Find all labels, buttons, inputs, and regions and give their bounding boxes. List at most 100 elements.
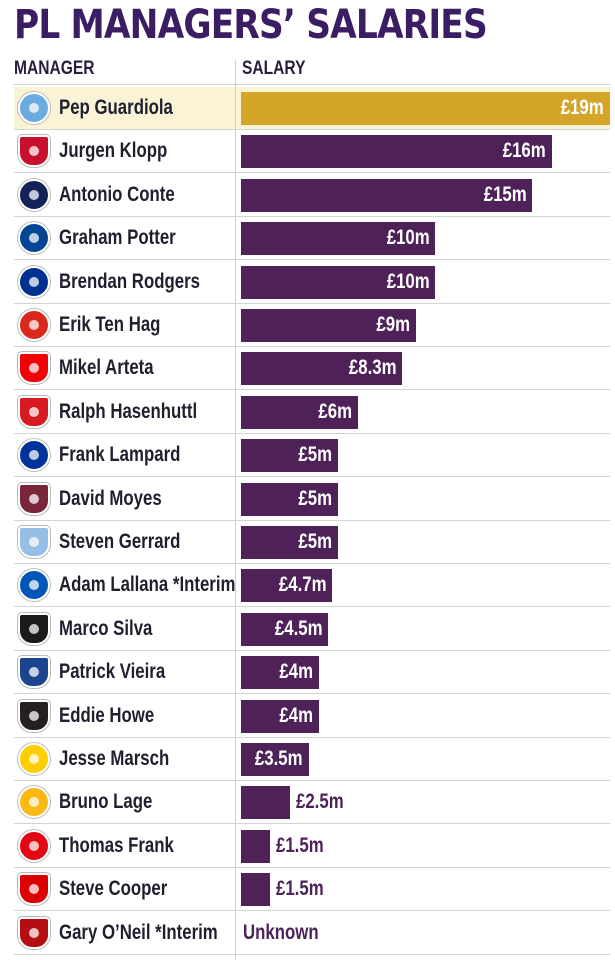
salary-column-header: SALARY [242,58,306,79]
column-divider [235,60,236,960]
table-row: Adam Lallana *Interim £4.7m [14,564,610,608]
manager-name: Brendan Rodgers [59,269,200,293]
salary-bar [241,526,339,559]
table-row: Jesse Marsch £3.5m [14,738,610,781]
everton-crest-icon [18,439,50,472]
arsenal-crest-icon [18,352,50,385]
chelsea-crest-icon [18,222,50,255]
table-row: Steven Gerrard £5m [14,521,610,564]
salary-label: £4m [279,660,313,684]
table-row: Frank Lampard £5m [14,434,610,478]
manager-name: Eddie Howe [59,703,155,727]
manager-name: Patrick Vieira [59,660,166,684]
salary-bar [241,656,319,690]
crystal-palace-crest-icon [18,656,50,689]
table-row: Brendan Rodgers £10m [14,261,610,304]
brentford-crest-icon [18,829,50,862]
table-row: Pep Guardiola £19m [14,87,610,130]
manager-column-header: MANAGER [14,58,95,79]
salary-label: £4.7m [278,573,327,597]
liverpool-crest-icon [18,135,50,168]
header-divider [14,84,610,85]
table-row: Gary O’Neil *Interim Unknown [14,912,610,955]
salary-label: £3.5m [255,747,303,770]
manager-name: Graham Potter [59,226,176,250]
table-row: David Moyes £5m [14,478,610,521]
wolves-crest-icon [18,786,50,819]
table-row: Steve Cooper £1.5m [14,868,610,912]
salary-bar [241,873,271,907]
salary-bar [241,265,436,299]
salary-label: £5m [298,530,333,553]
manager-name: Erik Ten Hag [59,313,161,336]
salary-label: £10m [386,226,430,250]
man-city-crest-icon [18,92,50,124]
manager-name: Antonio Conte [59,182,175,206]
manager-name: Pep Guardiola [59,96,173,119]
newcastle-crest-icon [18,699,50,732]
salary-bar [241,569,333,603]
salary-bar [241,92,610,125]
table-row: Graham Potter £10m [14,217,610,261]
manager-name: David Moyes [59,486,162,510]
manager-name: Ralph Hasenhuttl [59,399,198,423]
salary-bar [241,135,552,169]
manager-name: Adam Lallana *Interim [59,573,236,597]
manager-name: Marco Silva [59,616,153,640]
salary-bar [241,829,271,863]
salary-label: £4m [279,703,313,727]
salary-bar [241,439,339,473]
tottenham-crest-icon [18,178,50,211]
table-row: Eddie Howe £4m [14,695,610,738]
man-united-crest-icon [18,309,50,341]
table-row: Bruno Lage £2.5m [14,781,610,825]
aston-villa-crest-icon [18,526,50,558]
leicester-crest-icon [18,265,50,298]
salary-label: £19m [561,96,604,119]
table-row: Ralph Hasenhuttl £6m [14,391,610,434]
manager-name: Mikel Arteta [59,356,154,380]
salary-label: £5m [298,486,333,510]
table-row: Jurgen Klopp £16m [14,130,610,174]
manager-name: Gary O’Neil *Interim [59,920,218,944]
salary-bar [241,222,436,256]
salary-label: £5m [298,443,333,467]
manager-name: Bruno Lage [59,790,153,814]
salary-label: £1.5m [276,833,324,857]
nottingham-forest-crest-icon [18,873,50,906]
brighton-crest-icon [18,569,50,602]
table-row: Erik Ten Hag £9m [14,304,610,347]
salary-bar [241,309,416,342]
leeds-crest-icon [18,743,50,775]
manager-name: Jurgen Klopp [59,139,168,163]
table-row: Marco Silva £4.5m [14,608,610,651]
salary-label: £10m [386,269,430,293]
salary-bar [241,352,403,386]
salary-label: £4.5m [274,616,323,640]
salary-label: £1.5m [276,877,324,901]
manager-name: Frank Lampard [59,443,181,467]
salary-unknown-label: Unknown [243,920,319,944]
manager-name: Thomas Frank [59,833,174,857]
table-row: Thomas Frank £1.5m [14,825,610,868]
fulham-crest-icon [18,612,50,645]
salary-bar [241,395,358,429]
salary-bar [241,699,319,733]
salary-bar [241,482,339,516]
salary-label: £6m [317,399,352,423]
salary-label: £2.5m [295,790,344,814]
salary-label: £9m [376,313,410,336]
salary-label: £15m [483,182,527,206]
southampton-crest-icon [18,395,50,428]
table-row: Mikel Arteta £8.3m [14,347,610,391]
manager-name: Jesse Marsch [59,747,170,770]
chart-title: PL MANAGERS’ SALARIES [14,2,488,48]
west-ham-crest-icon [18,482,50,515]
table-row: Antonio Conte £15m [14,174,610,217]
salary-label: £8.3m [348,356,397,380]
salary-bar [241,743,309,776]
salary-label: £16m [502,139,546,163]
salary-bar [241,178,533,212]
salary-bar [241,612,329,646]
bournemouth-crest-icon [18,916,50,949]
